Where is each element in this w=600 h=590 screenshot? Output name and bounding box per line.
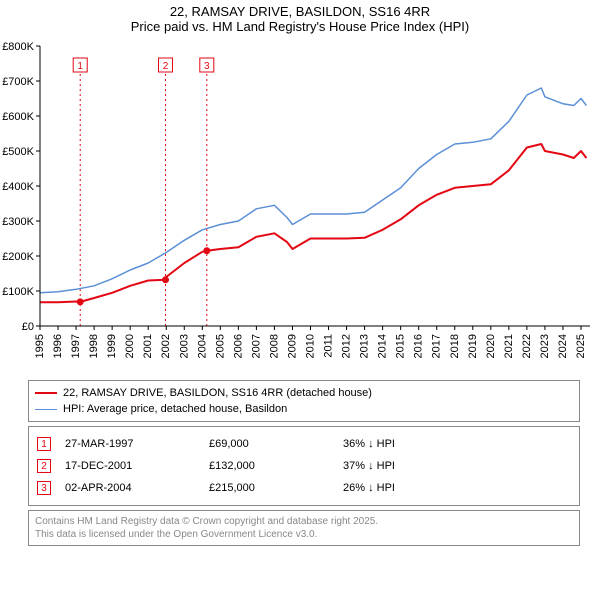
x-tick-label: 2010 xyxy=(304,334,316,358)
x-tick-label: 2022 xyxy=(521,334,533,358)
x-tick-label: 2018 xyxy=(449,334,461,358)
transaction-row: 3 02-APR-2004 £215,000 26% ↓ HPI xyxy=(37,477,571,499)
transactions-table: 1 27-MAR-1997 £69,000 36% ↓ HPI 2 17-DEC-2001… xyxy=(28,426,580,506)
line-chart-svg: £0 £100K £200K £300K £400K £500K £600K £700K £80… xyxy=(0,34,600,374)
x-tick-label: 2011 xyxy=(323,334,335,358)
legend-swatch xyxy=(35,392,57,394)
transaction-row: 1 27-MAR-1997 £69,000 36% ↓ HPI xyxy=(37,433,571,455)
transaction-diff: 36% ↓ HPI xyxy=(343,438,571,450)
x-tick-label: 2007 xyxy=(250,334,262,358)
legend-row: HPI: Average price, detached house, Basi… xyxy=(35,401,573,417)
footer-line2: This data is licensed under the Open Gov… xyxy=(35,528,573,541)
x-tick-label: 1997 xyxy=(70,334,82,358)
event-marker-number: 2 xyxy=(163,61,169,72)
chart-title-line2: Price paid vs. HM Land Registry's House … xyxy=(0,19,600,34)
series-hpi xyxy=(40,88,586,293)
x-tick-label: 2003 xyxy=(178,334,190,358)
series-price_paid xyxy=(40,144,586,302)
x-tick-label: 2024 xyxy=(557,334,569,358)
transaction-row: 2 17-DEC-2001 £132,000 37% ↓ HPI xyxy=(37,455,571,477)
event-marker-number: 1 xyxy=(77,61,83,72)
transaction-date: 27-MAR-1997 xyxy=(65,438,195,450)
x-tick-label: 1996 xyxy=(52,334,64,358)
transaction-marker: 1 xyxy=(37,437,51,451)
x-tick-label: 2019 xyxy=(467,334,479,358)
x-tick-label: 2021 xyxy=(503,334,515,358)
y-tick-label: £400K xyxy=(2,181,34,193)
y-tick-label: £600K xyxy=(2,111,34,123)
transaction-date: 17-DEC-2001 xyxy=(65,460,195,472)
y-tick-label: £800K xyxy=(2,41,34,53)
legend-label: HPI: Average price, detached house, Basi… xyxy=(63,403,287,415)
x-tick-label: 2017 xyxy=(431,334,443,358)
transaction-diff: 37% ↓ HPI xyxy=(343,460,571,472)
x-tick-label: 2023 xyxy=(539,334,551,358)
event-marker-number: 3 xyxy=(204,61,210,72)
x-tick-label: 1995 xyxy=(34,334,46,358)
chart-area: £0 £100K £200K £300K £400K £500K £600K £700K £80… xyxy=(0,34,600,374)
y-tick-label: £0 xyxy=(22,321,34,333)
x-tick-label: 2001 xyxy=(142,334,154,358)
y-tick-label: £300K xyxy=(2,216,34,228)
y-tick-label: £700K xyxy=(2,76,34,88)
x-tick-label: 2014 xyxy=(377,334,389,358)
y-tick-label: £100K xyxy=(2,286,34,298)
x-tick-label: 2000 xyxy=(124,334,136,358)
x-tick-label: 1999 xyxy=(106,334,118,358)
legend-label: 22, RAMSAY DRIVE, BASILDON, SS16 4RR (de… xyxy=(63,387,372,399)
x-tick-label: 2020 xyxy=(485,334,497,358)
attribution-footer: Contains HM Land Registry data © Crown c… xyxy=(28,510,580,546)
transaction-marker: 2 xyxy=(37,459,51,473)
x-tick-label: 2012 xyxy=(341,334,353,358)
transaction-diff: 26% ↓ HPI xyxy=(343,482,571,494)
transaction-price: £69,000 xyxy=(209,438,329,450)
x-tick-label: 2008 xyxy=(268,334,280,358)
transaction-date: 02-APR-2004 xyxy=(65,482,195,494)
legend-swatch xyxy=(35,409,57,410)
x-tick-label: 2009 xyxy=(286,334,298,358)
chart-title-block: 22, RAMSAY DRIVE, BASILDON, SS16 4RR Pri… xyxy=(0,0,600,34)
x-tick-label: 2015 xyxy=(395,334,407,358)
x-tick-label: 2016 xyxy=(413,334,425,358)
transaction-marker: 3 xyxy=(37,481,51,495)
x-tick-label: 2002 xyxy=(160,334,172,358)
chart-title-line1: 22, RAMSAY DRIVE, BASILDON, SS16 4RR xyxy=(0,4,600,19)
x-tick-label: 2013 xyxy=(359,334,371,358)
legend: 22, RAMSAY DRIVE, BASILDON, SS16 4RR (de… xyxy=(28,380,580,422)
x-tick-label: 2005 xyxy=(214,334,226,358)
x-tick-label: 1998 xyxy=(88,334,100,358)
legend-row: 22, RAMSAY DRIVE, BASILDON, SS16 4RR (de… xyxy=(35,385,573,401)
y-tick-label: £200K xyxy=(2,251,34,263)
x-tick-label: 2004 xyxy=(196,334,208,358)
transaction-price: £215,000 xyxy=(209,482,329,494)
y-tick-label: £500K xyxy=(2,146,34,158)
transaction-price: £132,000 xyxy=(209,460,329,472)
footer-line1: Contains HM Land Registry data © Crown c… xyxy=(35,515,573,528)
x-tick-label: 2006 xyxy=(232,334,244,358)
x-tick-label: 2025 xyxy=(575,334,587,358)
